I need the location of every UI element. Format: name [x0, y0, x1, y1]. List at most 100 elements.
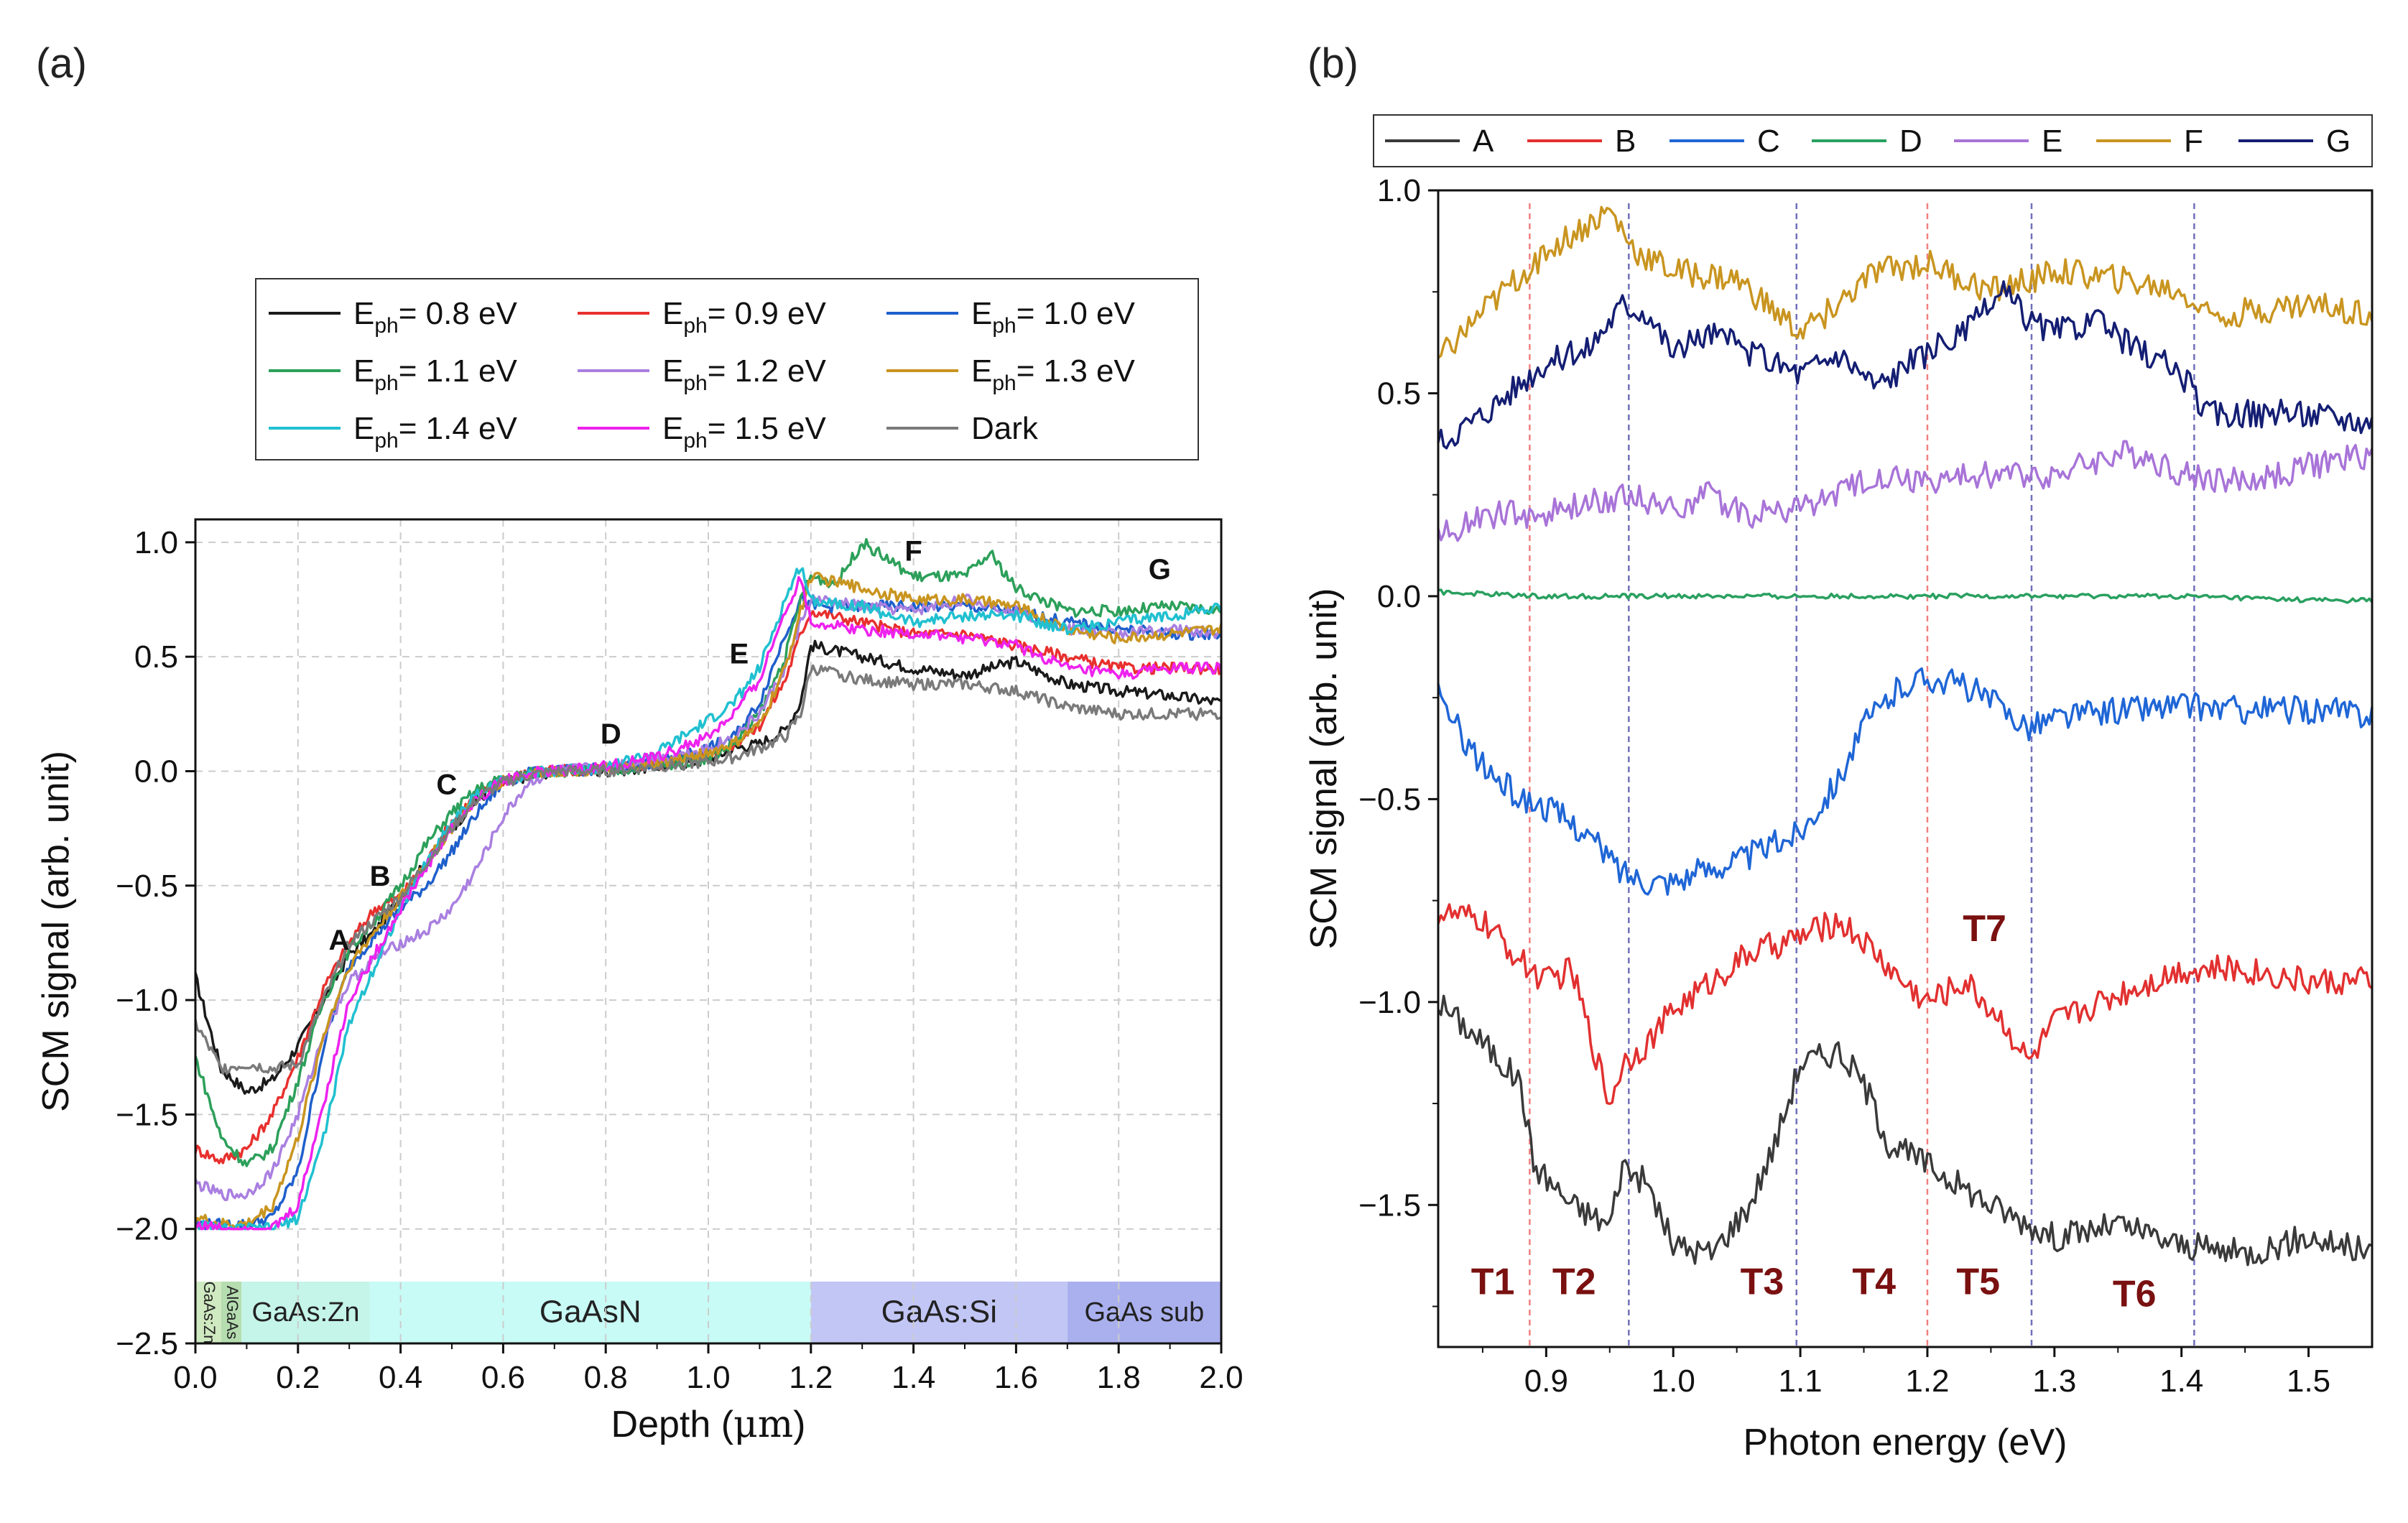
x-tick-label-a: 1.2: [789, 1360, 833, 1395]
y-tick-label-b: 1.0: [1377, 173, 1421, 208]
y-tick-label-a: −0.5: [116, 869, 178, 904]
x-axis-title-a: Depth (μm): [611, 1403, 806, 1446]
legend-label-a: Eph= 1.3 eV: [971, 353, 1136, 395]
y-tick-label-a: 1.0: [134, 525, 178, 560]
transition-label-b: T2: [1552, 1262, 1596, 1303]
panel-b-label: (b): [1307, 40, 1358, 87]
legend-label-a: Eph= 1.0 eV: [971, 296, 1136, 338]
y-axis-title-a: SCM signal (arb. unit): [35, 751, 77, 1112]
legend-value-a: = 1.5 eV: [708, 411, 827, 446]
legend-sub-a: ph: [374, 314, 398, 338]
x-tick-label-a: 1.0: [686, 1360, 730, 1395]
series-line-b: [1437, 588, 2374, 604]
layer-band: [810, 1281, 1068, 1343]
series-line-a: [195, 567, 1223, 1231]
point-label-a: G: [1149, 554, 1171, 585]
legend-label-a: Eph= 1.5 eV: [662, 411, 827, 453]
x-axis-title-b: Photon energy (eV): [1744, 1422, 2067, 1463]
y-tick-label-b: 0.0: [1377, 579, 1421, 614]
legend-prefix-a: E: [662, 411, 683, 446]
legend-label-a: Eph= 1.2 eV: [662, 353, 827, 395]
series-line-b: [1437, 440, 2374, 542]
legend-label-a: Eph= 1.4 eV: [353, 411, 518, 453]
chart-b: T1 T2 T3 T4 T5 T6 T7 0.9 1.0 1.1 1.2 1.3 1.4 1.5 −1.5 −…: [1303, 114, 2374, 1463]
y-tick-label-a: −1.5: [116, 1097, 178, 1132]
y-tick-label-a: −2.5: [116, 1326, 178, 1361]
legend-sub-a: ph: [992, 371, 1016, 395]
x-tick-label-b: 1.2: [1905, 1364, 1949, 1399]
layer-label: GaAs:Zn: [252, 1297, 360, 1328]
layer-band: [369, 1281, 811, 1343]
legend-label-a: Eph= 0.8 eV: [353, 296, 518, 338]
point-label-a: B: [370, 861, 391, 892]
series-line-b: [1437, 667, 2374, 896]
legend-value-a: = 1.1 eV: [399, 353, 518, 389]
legend-a: [255, 278, 1199, 460]
legend-label-b: D: [1899, 124, 1922, 159]
legend-prefix-a: E: [353, 411, 374, 446]
series-line-a: [194, 664, 1222, 1075]
series-line-b: [1437, 280, 2374, 450]
legend-label-a: Eph= 1.1 eV: [353, 353, 518, 395]
series-line-a: [194, 575, 1223, 1231]
series-line-a: [194, 594, 1223, 1231]
legend-prefix-a: E: [971, 353, 992, 389]
legend-label-a: Dark: [971, 411, 1039, 446]
chart-a: GaAs:Zn AlGaAs GaAs:Zn GaAsN GaAs:Si GaAs sub…: [35, 278, 1244, 1446]
point-label-a: C: [436, 769, 457, 800]
y-tick-label-a: −1.0: [116, 983, 178, 1018]
x-tick-label-a: 0.0: [173, 1360, 217, 1395]
transition-label-b: T6: [2113, 1274, 2157, 1315]
x-tick-label-b: 1.1: [1778, 1364, 1822, 1399]
x-axis-title-text-a: Depth (: [611, 1404, 734, 1445]
legend-value-a: = 0.8 eV: [399, 296, 518, 331]
x-tick-label-b: 1.5: [2287, 1364, 2330, 1399]
transition-label-b: T5: [1956, 1262, 2000, 1303]
series-line-b: [1437, 903, 2374, 1106]
point-label-a: F: [904, 535, 922, 567]
transition-label-b: T1: [1471, 1262, 1515, 1303]
transition-label-b: T4: [1852, 1262, 1896, 1303]
legend-sub-a: ph: [683, 429, 707, 453]
y-tick-label-b: −1.5: [1358, 1188, 1421, 1223]
plot-area-b: [1438, 190, 2372, 1347]
y-tick-label-a: 0.5: [134, 639, 178, 675]
legend-prefix-a: E: [353, 296, 374, 331]
legend-sub-a: ph: [683, 314, 707, 338]
point-label-a: D: [601, 718, 621, 750]
y-tick-label-a: −2.0: [116, 1212, 178, 1247]
y-tick-label-a: 0.0: [134, 754, 178, 789]
x-axis-unit-a: μm: [733, 1403, 793, 1446]
x-tick-label-b: 0.9: [1524, 1364, 1568, 1399]
layer-band: [195, 1281, 221, 1343]
legend-label-b: G: [2326, 124, 2351, 159]
x-tick-label-a: 0.2: [276, 1360, 320, 1395]
legend-sub-a: ph: [374, 429, 398, 453]
legend-value-a: = 1.2 eV: [708, 353, 827, 389]
series-line-b: [1437, 994, 2373, 1267]
legend-sub-a: ph: [683, 371, 707, 395]
x-tick-label-a: 1.6: [994, 1360, 1038, 1395]
layer-label: GaAs:Si: [881, 1295, 997, 1330]
layer-label: GaAs:Zn: [200, 1282, 218, 1344]
x-tick-label-a: 0.6: [481, 1360, 525, 1395]
legend-label-b: F: [2184, 124, 2203, 159]
legend-value-a: = 1.4 eV: [399, 411, 518, 446]
legend-prefix-a: E: [971, 296, 992, 331]
point-label-a: E: [729, 639, 749, 670]
x-tick-label-a: 0.4: [379, 1360, 422, 1395]
y-tick-label-b: 0.5: [1377, 376, 1421, 411]
legend-label-b: C: [1757, 124, 1780, 159]
transition-label-b: T3: [1741, 1262, 1784, 1303]
layer-band: [221, 1281, 242, 1343]
legend-label-b: B: [1615, 124, 1636, 159]
legend-value-a: = 1.0 eV: [1017, 296, 1136, 331]
legend-prefix-a: E: [353, 353, 374, 389]
legend-value-a: = 0.9 eV: [708, 296, 827, 331]
y-tick-label-b: −0.5: [1358, 782, 1421, 817]
x-tick-label-a: 1.4: [892, 1360, 935, 1395]
plot-frame-b: [1437, 189, 2374, 1348]
legend-label-b: E: [2042, 124, 2062, 159]
point-label-a: A: [328, 925, 349, 956]
